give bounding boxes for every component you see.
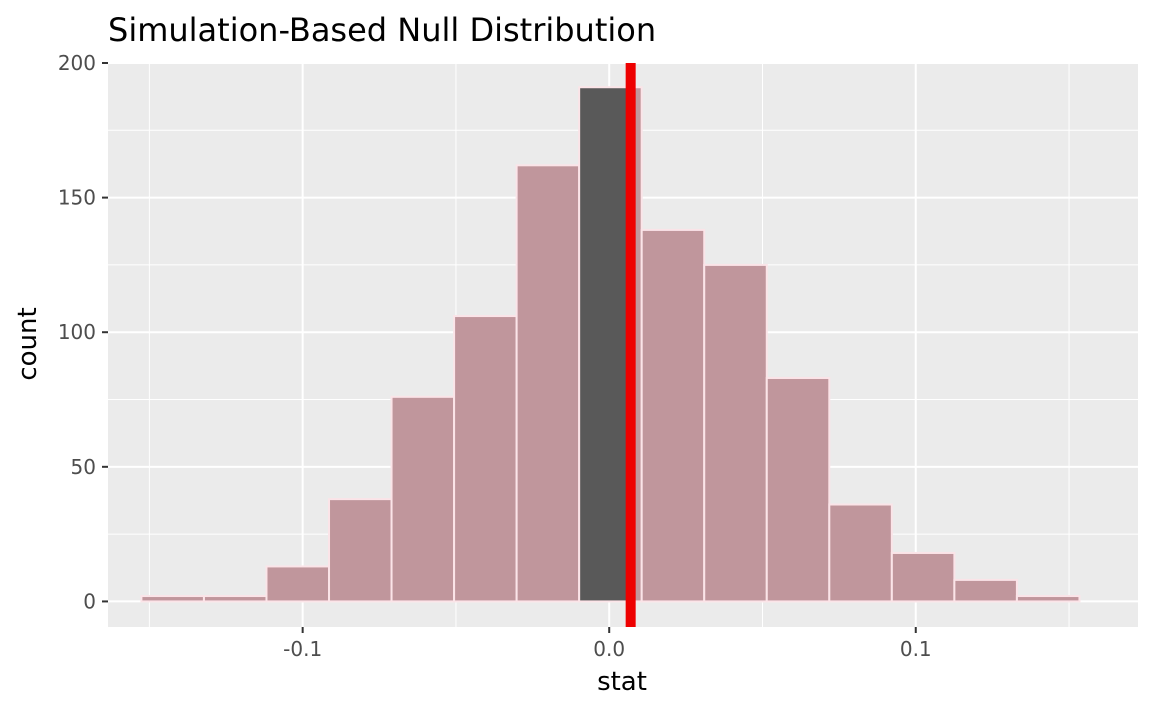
- x-tick-label: -0.1: [283, 637, 322, 661]
- histogram-bar: [140, 595, 205, 603]
- histogram-bar: [953, 578, 1018, 603]
- y-tick-label: 200: [58, 51, 96, 75]
- bar-shaded-part: [630, 87, 642, 602]
- x-tick-label: 0.0: [593, 637, 625, 661]
- bar-unshaded-part: [579, 87, 631, 602]
- x-axis: -0.1 0.0 0.1: [283, 627, 932, 661]
- histogram-bar: [1015, 595, 1081, 603]
- bar-fill: [704, 264, 767, 602]
- histogram-bars: [140, 86, 1081, 603]
- bar-fill: [454, 316, 517, 602]
- bar-fill: [954, 579, 1017, 602]
- histogram-bar: [765, 376, 831, 603]
- bar-fill: [891, 552, 955, 602]
- bar-fill: [641, 229, 705, 602]
- bar-fill: [266, 566, 330, 602]
- histogram-bar: [890, 551, 956, 603]
- y-tick-label: 150: [58, 186, 96, 210]
- bar-fill: [1016, 596, 1080, 602]
- bar-outline: [953, 578, 1018, 603]
- bar-fill: [829, 504, 892, 602]
- histogram-bar: [640, 228, 706, 603]
- chart-title: Simulation-Based Null Distribution: [108, 11, 656, 49]
- y-tick-label: 100: [58, 320, 96, 344]
- histogram-bar: [390, 395, 456, 603]
- bar-outline: [765, 376, 831, 603]
- y-axis-title: count: [13, 307, 43, 380]
- bar-fill: [516, 165, 580, 602]
- histogram-bar: [578, 86, 643, 603]
- y-axis: 0 50 100 150 200: [58, 51, 108, 613]
- histogram-bar: [265, 565, 331, 603]
- histogram-bar: [515, 164, 581, 603]
- bar-fill: [329, 499, 392, 602]
- y-tick-label: 0: [83, 589, 96, 613]
- bar-fill: [141, 596, 204, 602]
- histogram-bar: [202, 595, 268, 603]
- x-axis-title: stat: [597, 667, 647, 697]
- bar-fill: [766, 377, 830, 602]
- x-tick-label: 0.1: [900, 637, 932, 661]
- histogram-bar: [328, 498, 393, 603]
- bar-outline: [1015, 595, 1081, 603]
- bar-outline: [890, 551, 956, 603]
- bar-fill: [203, 596, 267, 602]
- histogram-bar: [453, 315, 518, 603]
- bar-fill: [391, 396, 455, 602]
- histogram-bar: [828, 503, 893, 603]
- y-tick-label: 50: [71, 455, 96, 479]
- histogram-bar: [703, 263, 768, 603]
